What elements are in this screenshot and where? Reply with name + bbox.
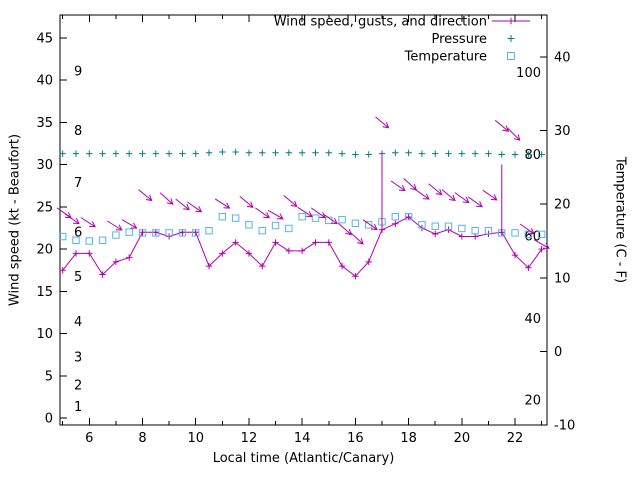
svg-text:10: 10	[36, 327, 53, 342]
svg-text:Temperature: Temperature	[404, 50, 487, 65]
svg-text:6: 6	[85, 431, 93, 446]
svg-text:20: 20	[524, 394, 541, 409]
right-y-axis-label: Temperature (C - F)	[612, 156, 628, 284]
svg-text:0: 0	[45, 412, 53, 427]
svg-text:7: 7	[74, 176, 82, 191]
wind-direction-arrows	[56, 116, 550, 249]
svg-text:25: 25	[36, 200, 53, 215]
svg-text:Pressure: Pressure	[431, 32, 487, 47]
svg-text:18: 18	[400, 431, 417, 446]
svg-text:9: 9	[74, 65, 82, 80]
svg-text:80: 80	[524, 148, 541, 163]
svg-text:30: 30	[554, 124, 571, 139]
svg-text:8: 8	[74, 124, 82, 139]
pressure-series	[59, 148, 545, 158]
svg-text:40: 40	[36, 74, 53, 89]
svg-text:1: 1	[74, 400, 82, 415]
svg-text:5: 5	[74, 270, 82, 285]
plot-border	[59, 14, 548, 426]
svg-text:15: 15	[36, 285, 53, 300]
y-right-ticks: -10 0 10 20 30 40	[540, 50, 575, 434]
svg-text:5: 5	[45, 369, 53, 384]
svg-text:35: 35	[36, 116, 53, 131]
svg-text:45: 45	[36, 31, 53, 46]
svg-text:Wind speed, gusts, and directi: Wind speed, gusts, and direction	[274, 15, 487, 30]
svg-text:-10: -10	[554, 419, 575, 434]
svg-text:40: 40	[524, 312, 541, 327]
y-left-ticks: 0 5 10 15 20 25 30 35 40 45	[36, 31, 67, 427]
svg-text:10: 10	[554, 271, 571, 286]
svg-text:20: 20	[554, 198, 571, 213]
x-axis-ticks: 6 8 10 12 14 16 18 20 22	[62, 15, 543, 446]
svg-text:8: 8	[138, 431, 146, 446]
temperature-series	[58, 212, 546, 245]
svg-text:14: 14	[294, 431, 311, 446]
svg-text:40: 40	[554, 50, 571, 65]
svg-text:2: 2	[74, 378, 82, 393]
beaufort-scale-labels: 1 2 3 4 5 6 7 8 9	[74, 65, 82, 416]
svg-text:20: 20	[36, 243, 53, 258]
svg-text:12: 12	[241, 431, 258, 446]
left-y-axis-label: Wind speed (kt - Beaufort)	[7, 133, 23, 307]
svg-text:4: 4	[74, 315, 82, 330]
svg-text:6: 6	[74, 225, 82, 240]
svg-text:22: 22	[507, 431, 524, 446]
gust-impulses	[381, 151, 503, 233]
legend: Wind speed, gusts, and direction Pressure…	[274, 15, 530, 65]
svg-text:20: 20	[454, 431, 471, 446]
svg-text:0: 0	[554, 345, 562, 360]
svg-text:100: 100	[516, 66, 541, 81]
svg-text:3: 3	[74, 350, 82, 365]
svg-text:16: 16	[347, 431, 364, 446]
svg-text:30: 30	[36, 158, 53, 173]
x-axis-label: Local time (Atlantic/Canary)	[212, 451, 395, 466]
svg-text:10: 10	[187, 431, 204, 446]
wind_speed-series	[59, 213, 545, 280]
